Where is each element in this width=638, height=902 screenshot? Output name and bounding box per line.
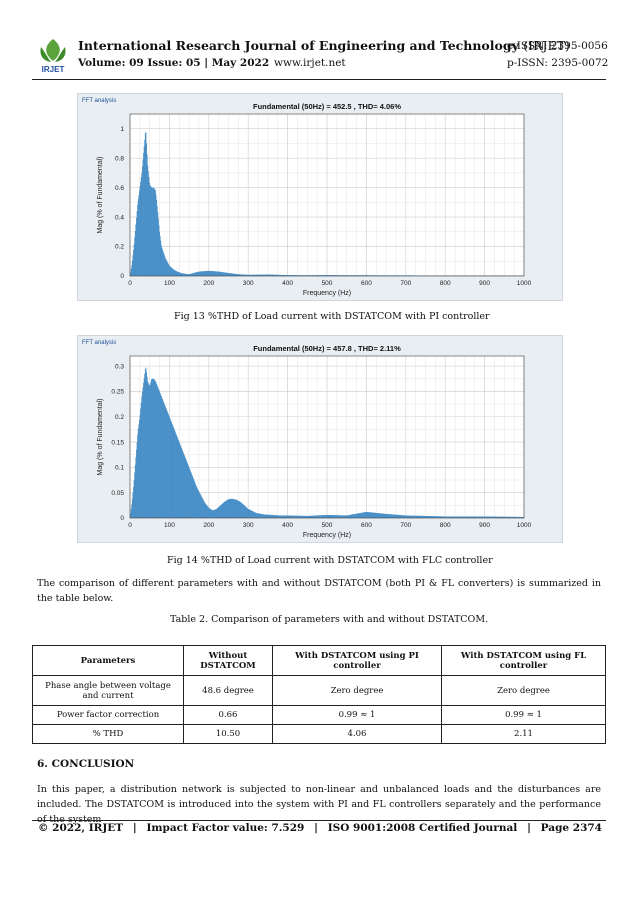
y-tick-label: 0.25 [111,389,124,396]
table-cell: 0.99 ≈ 1 [441,705,606,725]
y-axis-label: Mag (% of Fundamental) [97,156,104,233]
table-cell: Power factor correction [32,705,184,725]
table-cell: % THD [32,724,184,744]
footer-iso: ISO 9001:2008 Certified Journal [327,822,518,834]
col-header-without: Without DSTATCOM [183,645,273,676]
table-cell: 10.50 [183,724,273,744]
x-tick-label: 600 [361,280,372,287]
footer-page-number: Page 2374 [540,822,602,834]
x-tick-label: 400 [282,522,293,529]
table-row: % THD 10.50 4.06 2.11 [32,724,606,744]
conclusion-paragraph: In this paper, a distribution network is… [37,784,601,825]
volume-issue: Volume: 09 Issue: 05 | May 2022 [78,57,270,69]
journal-title: International Research Journal of Engine… [78,38,570,53]
x-tick-label: 500 [322,280,333,287]
fft-chart-pi: FFT analysis Fundamental (50Hz) = 452.5 … [82,98,532,297]
y-tick-label: 0.8 [115,155,124,162]
x-axis-label: Frequency (Hz) [303,532,351,539]
fft-panel-label: FFT analysis [82,340,116,346]
y-tick-label: 0.05 [111,490,124,497]
y-tick-label: 0.4 [115,214,124,221]
table-caption: Table 2. Comparison of parameters with a… [170,614,489,625]
y-tick-label: 0 [120,273,124,280]
table-cell: 0.66 [183,705,273,725]
figure-14-caption: Fig 14 %THD of Load current with DSTATCO… [167,555,493,566]
y-tick-label: 0.15 [111,439,124,446]
x-tick-label: 600 [361,522,372,529]
y-tick-label: 0.6 [115,185,124,192]
comparison-table: Parameters Without DSTATCOM With DSTATCO… [32,645,606,744]
table-cell: 2.11 [441,724,606,744]
y-tick-label: 0.1 [115,465,124,472]
col-header-fl: With DSTATCOM using FL controller [441,645,606,676]
figure-13-caption: Fig 13 %THD of Load current with DSTATCO… [174,311,490,322]
x-tick-label: 900 [479,280,490,287]
section-heading: 6. CONCLUSION [37,758,135,770]
x-tick-label: 1000 [517,280,532,287]
x-tick-label: 300 [243,280,254,287]
footer-separator: | [527,822,531,834]
chart-title: Fundamental (50Hz) = 457.8 , THD= 2.11% [253,344,401,353]
footer-impact-factor: Impact Factor value: 7.529 [146,822,305,834]
logo-leaf-icon [40,39,66,62]
x-tick-label: 800 [440,280,451,287]
x-axis-label: Frequency (Hz) [303,290,351,297]
col-header-pi: With DSTATCOM using PI controller [272,645,442,676]
fft-panel-label: FFT analysis [82,98,116,104]
table-cell: 0.99 ≈ 1 [272,705,442,725]
irjet-logo: IRJET [35,35,71,75]
footer-separator: | [314,822,318,834]
table-cell: Phase angle between voltage and current [32,675,184,706]
table-header-row: Parameters Without DSTATCOM With DSTATCO… [32,645,606,676]
footer-copyright: © 2022, IRJET [38,822,124,834]
p-issn: p-ISSN: 2395-0072 [507,57,609,69]
x-tick-label: 200 [203,280,214,287]
y-tick-label: 0.2 [115,244,124,251]
x-tick-label: 100 [164,522,175,529]
comparison-paragraph: The comparison of different parameters w… [37,578,601,604]
e-issn: e-ISSN: 2395-0056 [507,40,608,52]
y-tick-label: 0.2 [115,414,124,421]
x-tick-label: 700 [400,280,411,287]
fft-chart-flc: FFT analysis Fundamental (50Hz) = 457.8 … [82,340,532,539]
figure-14-panel: FFT analysis Fundamental (50Hz) = 457.8 … [77,335,563,543]
table-cell: 48.6 degree [183,675,273,706]
table-row: Power factor correction 0.66 0.99 ≈ 1 0.… [32,705,606,725]
x-tick-label: 900 [479,522,490,529]
x-tick-label: 700 [400,522,411,529]
col-header-parameters: Parameters [32,645,184,676]
x-tick-label: 800 [440,522,451,529]
x-tick-label: 400 [282,280,293,287]
x-tick-label: 0 [128,280,132,287]
x-tick-label: 200 [203,522,214,529]
chart-title: Fundamental (50Hz) = 452.5 , THD= 4.06% [253,102,401,111]
footer-divider [32,820,606,821]
page-footer: © 2022, IRJET | Impact Factor value: 7.5… [38,822,602,834]
x-tick-label: 300 [243,522,254,529]
plot-frame [129,355,525,519]
grid [129,113,525,277]
y-tick-label: 0.3 [115,363,124,370]
plot-frame [129,113,525,277]
table-cell: 4.06 [272,724,442,744]
y-tick-label: 1 [120,126,124,133]
journal-url[interactable]: www.irjet.net [274,57,346,69]
header-divider [32,79,606,80]
x-tick-label: 0 [128,522,132,529]
table-cell: Zero degree [441,675,606,706]
svg-text:IRJET: IRJET [42,65,65,74]
spectrum-bars [130,367,525,518]
x-tick-label: 100 [164,280,175,287]
x-tick-label: 500 [322,522,333,529]
table-cell: Zero degree [272,675,442,706]
table-row: Phase angle between voltage and current … [32,675,606,706]
footer-separator: | [132,822,137,834]
figure-13-panel: FFT analysis Fundamental (50Hz) = 452.5 … [77,93,563,301]
y-axis-label: Mag (% of Fundamental) [97,398,104,475]
x-tick-label: 1000 [517,522,532,529]
y-tick-label: 0 [120,515,124,522]
